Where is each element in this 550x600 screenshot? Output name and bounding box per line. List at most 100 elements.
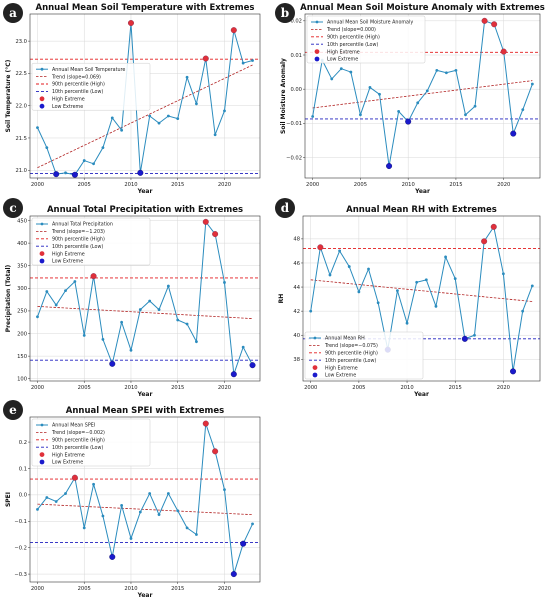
data-point: [349, 70, 353, 74]
data-point: [444, 71, 448, 75]
data-point: [101, 146, 105, 150]
data-point: [241, 61, 245, 65]
y-tick-label: 150: [17, 354, 27, 360]
x-axis-label: Year: [414, 188, 430, 195]
data-point: [195, 102, 198, 106]
x-tick-label: 2005: [78, 586, 91, 592]
data-point: [397, 109, 401, 113]
data-point: [185, 526, 189, 530]
legend-box: [31, 418, 151, 467]
panel-d: 2000 2005 2010 2015 2020 38 40 42 44 46 48 Annual M…: [275, 198, 541, 398]
y-tick-label: −0.2: [14, 545, 27, 551]
data-point: [166, 284, 170, 288]
legend-entry-label: 90th percentile (High): [325, 351, 378, 357]
data-point: [223, 281, 226, 284]
data-point: [185, 75, 189, 79]
legend-entry-label: 10th percentile (Low): [52, 89, 103, 95]
y-axis-label: Soil Moisture Anomaly: [280, 58, 287, 134]
data-point: [241, 345, 245, 349]
x-tick-label: 2020: [497, 385, 510, 391]
data-point: [54, 303, 58, 307]
low-extreme-marker: [510, 130, 517, 137]
data-point: [521, 108, 525, 112]
low-extreme-marker: [230, 571, 237, 578]
y-tick-label: 300: [17, 286, 27, 292]
legend-entry-label: High Extreme: [52, 97, 85, 103]
low-extreme-marker: [71, 171, 78, 178]
low-extreme-marker: [249, 362, 256, 369]
panel-e: 2000 2005 2010 2015 2020 −0.3 −0.2 −0.1 0.0 0.1 0.…: [3, 400, 261, 599]
y-tick-label: 42: [293, 309, 300, 315]
legend-entry-label: High Extreme: [327, 49, 360, 55]
data-point: [434, 304, 438, 308]
panel-badge-letter: a: [9, 6, 17, 20]
y-tick-label: 100: [17, 377, 27, 383]
data-point: [148, 114, 152, 118]
panel-badge-letter: c: [9, 201, 16, 215]
data-point: [501, 272, 505, 276]
data-point: [36, 508, 39, 511]
data-point: [138, 510, 142, 514]
legend-entry-label: High Extreme: [52, 251, 85, 257]
high-extreme-marker: [491, 21, 498, 28]
y-tick-label: 44: [293, 285, 300, 291]
y-tick-label: 23.0: [15, 39, 27, 45]
legend-box: [304, 331, 424, 380]
data-point: [82, 159, 86, 162]
data-point: [347, 265, 351, 268]
data-point: [311, 115, 315, 118]
x-axis-label: Year: [413, 391, 429, 398]
high-extreme-marker: [71, 474, 78, 481]
x-tick-label: 2005: [354, 182, 367, 188]
x-axis-label: Year: [137, 391, 153, 398]
y-tick-label: −0.01: [286, 121, 302, 127]
y-tick-label: 200: [17, 331, 27, 337]
low-extreme-marker: [461, 335, 468, 342]
data-point: [157, 308, 161, 311]
x-tick-label: 2020: [218, 182, 231, 188]
chart-title: Annual Mean SPEI with Extremes: [66, 406, 224, 416]
data-point: [185, 322, 189, 326]
data-point: [424, 278, 428, 282]
legend-entry-label: Low Extreme: [325, 373, 356, 379]
chart-title: Annual Mean Soil Temperature with Extrem…: [36, 3, 255, 13]
data-point: [92, 162, 95, 166]
legend-swatch-high-extreme: [312, 365, 318, 370]
data-point: [120, 504, 124, 507]
series-line: [312, 20, 533, 167]
series-line: [310, 225, 533, 372]
data-point: [157, 513, 161, 517]
low-extreme-marker: [109, 360, 116, 367]
legend-entry-label: 10th percentile (Low): [327, 42, 378, 48]
legend-entry-label: 90th percentile (High): [52, 438, 105, 444]
trend-line: [310, 279, 533, 302]
legend-swatch-point: [40, 423, 44, 427]
axes-frame: [304, 13, 541, 179]
x-tick-label: 2020: [218, 586, 231, 592]
x-tick-label: 2010: [124, 385, 137, 391]
legend-swatch-low-extreme: [39, 459, 45, 465]
legend-swatch-point: [40, 67, 44, 71]
data-point: [330, 77, 334, 81]
data-point: [166, 114, 170, 118]
data-point: [367, 267, 370, 271]
data-point: [530, 82, 534, 86]
high-extreme-marker: [490, 223, 497, 230]
legend-entry-label: 90th percentile (High): [52, 237, 105, 243]
axes-frame: [29, 13, 261, 179]
series-line: [37, 423, 253, 575]
y-tick-label: 21.5: [15, 136, 27, 142]
data-point: [45, 146, 49, 150]
y-tick-label: 0.02: [290, 19, 302, 25]
legend-entry-label: Trend (slope=0.000): [326, 27, 376, 33]
panel-a: 2000 2005 2010 2015 2020 21.0 21.5 22.0 22.5 23.0…: [3, 3, 261, 195]
data-point: [251, 522, 254, 526]
y-tick-label: 0.2: [19, 440, 27, 446]
panel-badge: [275, 3, 295, 23]
y-tick-label: 450: [17, 218, 27, 224]
y-tick-label: 0.00: [290, 87, 302, 93]
data-point: [176, 509, 180, 513]
